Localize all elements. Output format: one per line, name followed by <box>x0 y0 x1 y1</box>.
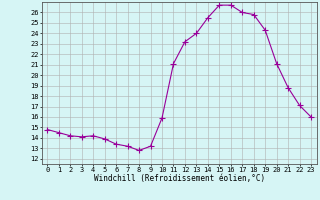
X-axis label: Windchill (Refroidissement éolien,°C): Windchill (Refroidissement éolien,°C) <box>94 174 265 183</box>
